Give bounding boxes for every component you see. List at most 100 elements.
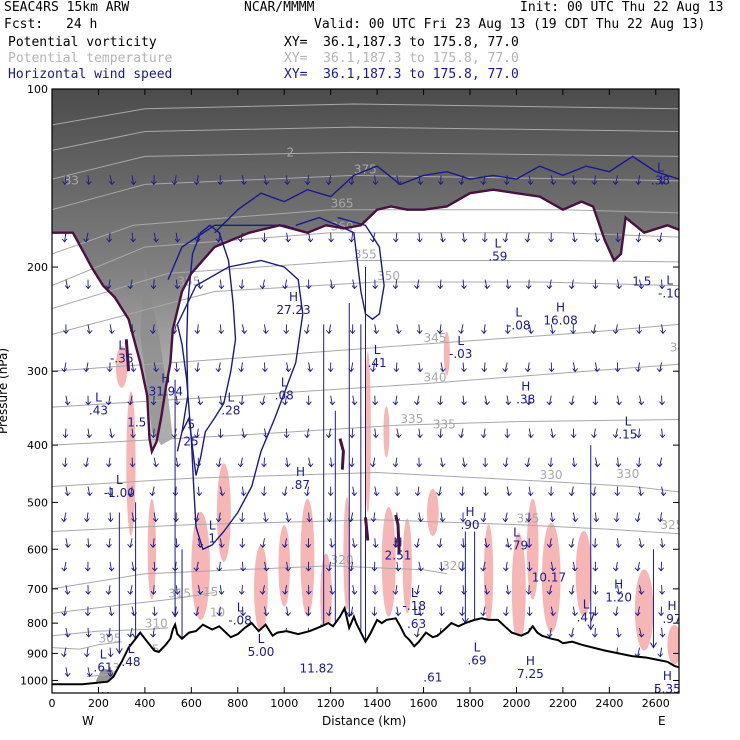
wind-vector xyxy=(175,585,178,595)
wind-vector xyxy=(660,561,663,571)
terrain-line xyxy=(52,605,679,686)
hl-marker: L xyxy=(118,338,125,352)
wind-vector xyxy=(506,324,509,334)
hl-value: .90 xyxy=(460,518,479,532)
wind-vector xyxy=(396,175,400,185)
wind-vector-head xyxy=(482,463,489,468)
wind-vector-head xyxy=(594,238,601,243)
theta-isentrope xyxy=(52,519,679,535)
wind-vector-head xyxy=(329,590,336,595)
wind-vector-head xyxy=(106,633,112,638)
wind-vector xyxy=(594,362,598,372)
wind-vector xyxy=(394,585,398,595)
wind-vector xyxy=(350,561,354,571)
wind-vector-head xyxy=(546,590,553,595)
wind-vector-head xyxy=(395,612,402,617)
wind-vector-head xyxy=(127,544,133,549)
wind-vector xyxy=(218,512,221,522)
wind-vector-head xyxy=(591,434,597,439)
wind-vector xyxy=(65,486,69,496)
wind-vector xyxy=(418,324,421,334)
wind-vector xyxy=(108,538,111,548)
hl-marker: L xyxy=(374,343,381,357)
wind-vector xyxy=(637,606,640,616)
wind-vector xyxy=(195,606,199,616)
wind-vector-head xyxy=(238,590,245,595)
theta-label: 10 xyxy=(210,606,225,620)
wind-vector xyxy=(661,175,663,185)
wind-vector xyxy=(85,457,89,467)
wind-vector xyxy=(396,486,398,496)
wind-vector-head xyxy=(303,330,310,335)
wind-vector xyxy=(351,457,354,467)
x-tick-label: 600 xyxy=(181,697,202,710)
wind-vector xyxy=(504,232,508,242)
wind-vector-head xyxy=(503,181,510,186)
hl-marker: H xyxy=(465,505,474,519)
wind-vector xyxy=(593,324,596,334)
hl-value: .87 xyxy=(291,478,310,492)
wind-vector xyxy=(483,428,486,438)
wind-vector-head xyxy=(105,590,112,595)
wind-vector-head xyxy=(173,518,179,523)
wind-vector-head xyxy=(659,181,665,186)
wind-vector-head xyxy=(150,330,156,335)
wind-vector xyxy=(264,175,267,185)
wind-vector-head xyxy=(416,330,423,335)
wind-vector xyxy=(129,395,133,405)
wind-vector xyxy=(461,606,464,616)
wind-vector-head xyxy=(656,238,663,243)
wind-vector xyxy=(440,606,443,616)
wind-vector-head xyxy=(526,612,533,617)
wind-vector-head xyxy=(440,238,446,243)
wind-vector-head xyxy=(127,285,134,290)
wind-vector-head xyxy=(549,518,556,523)
wind-vector xyxy=(63,362,67,372)
wind-vector xyxy=(152,538,155,548)
wind-vector xyxy=(528,175,532,185)
wind-vector-head xyxy=(481,238,488,243)
wind-vector-head xyxy=(216,612,223,617)
wind-vector-head xyxy=(592,567,599,572)
wind-vector-head xyxy=(592,633,598,638)
wind-vector-head xyxy=(568,590,575,595)
wind-vector-head xyxy=(659,434,666,439)
wind-vector-head xyxy=(83,463,89,468)
wind-vector-head xyxy=(193,181,200,186)
wind-vector-head xyxy=(373,434,379,439)
wind-vector-head xyxy=(461,238,468,243)
hl-value: .43 xyxy=(89,403,108,417)
wind-vector xyxy=(284,585,287,595)
wind-vector-head xyxy=(659,633,666,638)
hl-marker: L xyxy=(457,334,464,348)
wind-vector-head xyxy=(259,544,266,549)
theta-label: 345 xyxy=(424,331,447,345)
wind-vector-head xyxy=(502,368,509,373)
wind-vector-head xyxy=(458,181,465,186)
wind-vector-head xyxy=(392,285,399,290)
wind-vector xyxy=(396,324,400,334)
hl-value: 1 xyxy=(208,532,216,546)
wind-vector-head xyxy=(372,285,378,290)
wind-vector xyxy=(572,362,576,372)
wind-vector-head xyxy=(351,590,358,595)
wind-vector-head xyxy=(369,238,376,243)
hl-marker: L xyxy=(413,604,420,618)
wind-vector xyxy=(615,175,618,185)
wind-vector xyxy=(550,428,554,438)
wind-vector-head xyxy=(638,633,645,638)
wind-vector xyxy=(594,538,596,548)
wind-vector xyxy=(395,232,398,242)
wind-vector xyxy=(152,428,155,438)
wind-vector-head xyxy=(197,285,204,290)
fcst-value: 24 h xyxy=(66,17,98,32)
wind-vector-head xyxy=(218,330,225,335)
wind-vector-head xyxy=(152,612,158,617)
wind-vector xyxy=(352,538,356,548)
hl-value: 5 xyxy=(188,418,196,432)
wind-vector-head xyxy=(282,401,288,406)
hl-value: .59 xyxy=(488,250,507,264)
wind-vector xyxy=(241,175,245,185)
wind-vector-head xyxy=(326,330,332,335)
wind-vector xyxy=(528,561,531,571)
